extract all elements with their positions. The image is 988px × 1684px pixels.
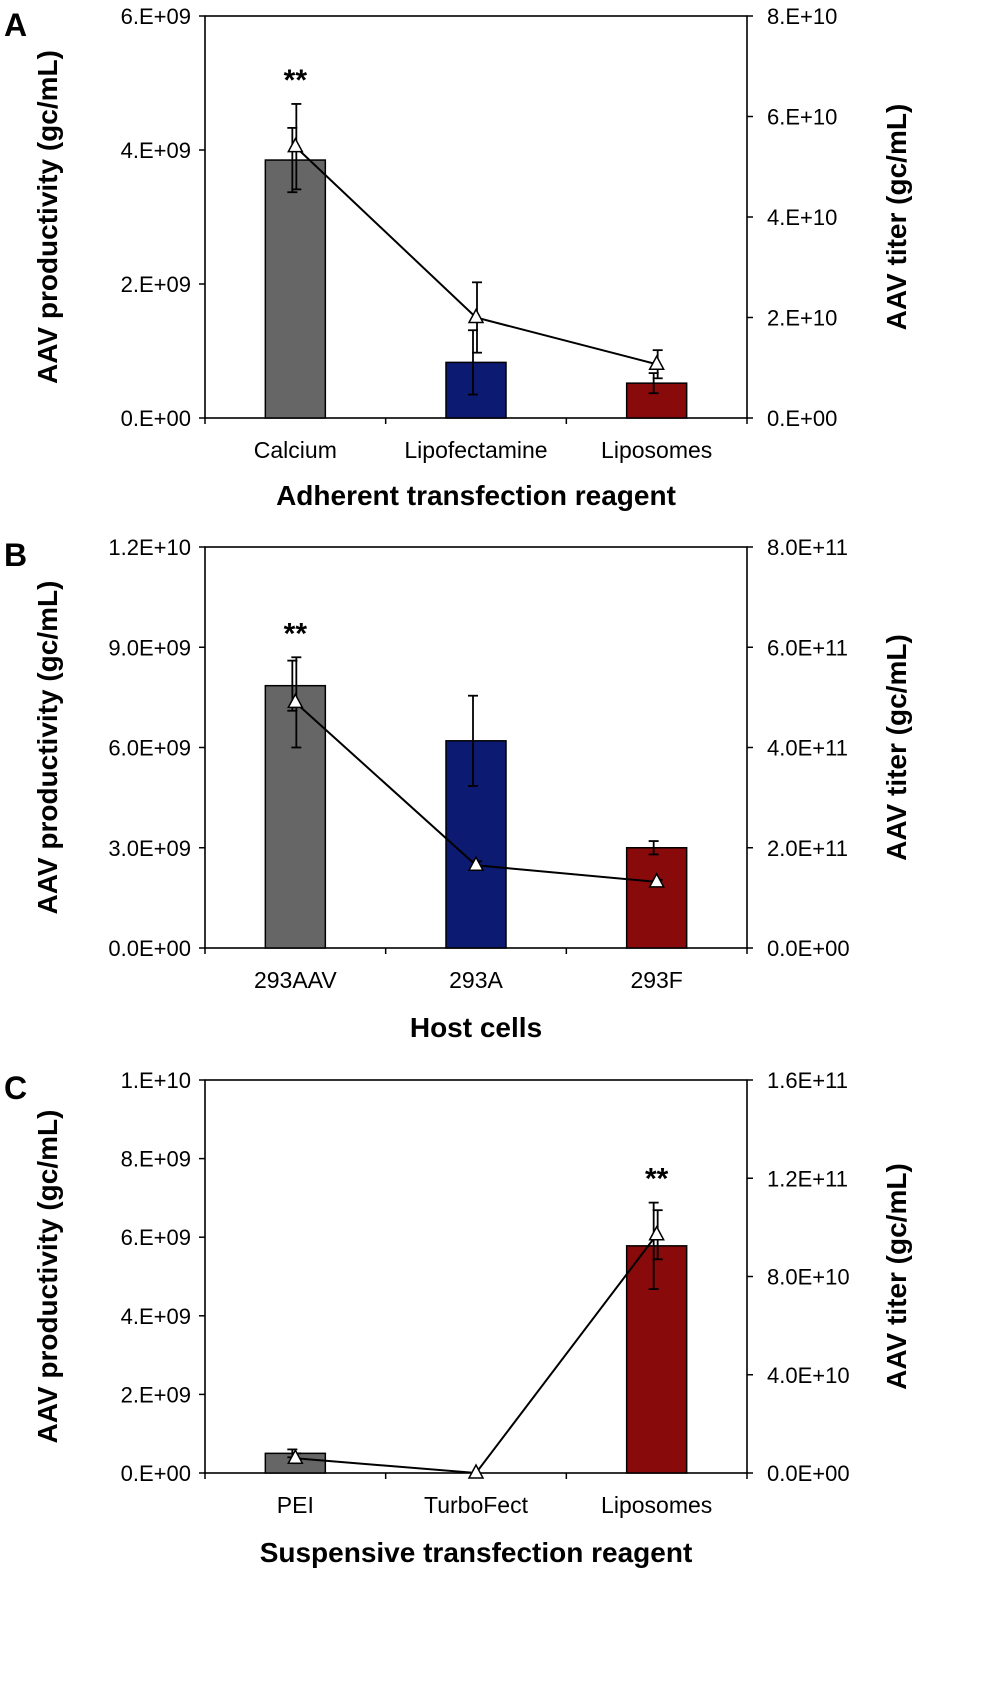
titer-point bbox=[648, 1225, 665, 1241]
x-category-label: Lipofectamine bbox=[404, 437, 547, 463]
y-tick-label: 4.E+09 bbox=[121, 1304, 191, 1329]
x-axis-title: Host cells bbox=[410, 1012, 542, 1043]
bar-293aav bbox=[264, 684, 327, 949]
y2-tick-label: 0.E+00 bbox=[767, 406, 837, 431]
y2-tick-label: 8.0E+11 bbox=[767, 535, 848, 560]
bar-293f bbox=[625, 847, 688, 949]
bar-calcium bbox=[264, 159, 327, 419]
titer-point bbox=[287, 1448, 304, 1465]
x-category-label: Liposomes bbox=[601, 437, 712, 463]
y-tick-label: 1.2E+10 bbox=[108, 535, 191, 560]
y-tick-label: 9.0E+09 bbox=[108, 635, 191, 660]
y-tick-label: 0.0E+00 bbox=[108, 936, 191, 961]
y-axis-title: AAV productivity (gc/mL) bbox=[32, 50, 63, 384]
y-tick-label: 4.E+09 bbox=[121, 138, 191, 163]
y-axis-title: AAV productivity (gc/mL) bbox=[32, 1110, 63, 1444]
titer-point bbox=[467, 1463, 485, 1479]
chart-panel-b: B 0.0E+00 3.0E+09 6.0E+09 9.0E+09 1.2E+10 0.0E… bbox=[4, 535, 912, 1043]
y2-tick-label: 4.0E+10 bbox=[767, 1363, 850, 1388]
titer-point bbox=[287, 692, 304, 709]
chart-panel-a: A 0.E+00 2.E+09 4.E+09 6.E+09 0.E+00 2.E+10 4.E… bbox=[4, 4, 912, 511]
titer-point bbox=[287, 137, 304, 153]
titer-line bbox=[295, 1234, 658, 1475]
y2-axis-title: AAV titer (gc/mL) bbox=[881, 104, 912, 331]
bar-liposomes bbox=[625, 1245, 688, 1474]
x-axis-title: Suspensive transfection reagent bbox=[260, 1537, 693, 1568]
y2-tick-label: 0.0E+00 bbox=[767, 1461, 850, 1486]
x-category-label: Liposomes bbox=[601, 1492, 712, 1518]
panel-label: A bbox=[4, 7, 27, 43]
y2-tick-label: 8.E+10 bbox=[767, 4, 837, 29]
y2-tick-label: 4.E+10 bbox=[767, 205, 837, 230]
y-tick-label: 2.E+09 bbox=[121, 1382, 191, 1407]
bar-liposomes bbox=[625, 382, 688, 419]
x-category-label: PEI bbox=[277, 1492, 314, 1518]
y2-tick-label: 0.0E+00 bbox=[767, 936, 850, 961]
x-axis-title: Adherent transfection reagent bbox=[276, 480, 676, 511]
y-tick-label: 8.E+09 bbox=[121, 1147, 191, 1172]
y-axis-title: AAV productivity (gc/mL) bbox=[32, 581, 63, 915]
bar-lipofectamine bbox=[445, 361, 507, 419]
y-tick-label: 2.E+09 bbox=[121, 272, 191, 297]
y-tick-label: 1.E+10 bbox=[121, 1068, 191, 1093]
y2-axis-title: AAV titer (gc/mL) bbox=[881, 1163, 912, 1390]
y2-tick-label: 8.0E+10 bbox=[767, 1265, 850, 1290]
titer-line bbox=[294, 145, 657, 366]
titer-point bbox=[648, 872, 665, 888]
significance-marker: ** bbox=[284, 64, 308, 97]
y-tick-label: 0.E+00 bbox=[121, 406, 191, 431]
y2-tick-label: 1.6E+11 bbox=[767, 1068, 848, 1093]
x-category-label: TurboFect bbox=[424, 1492, 529, 1518]
titer-point bbox=[467, 855, 485, 872]
x-category-label: 293F bbox=[630, 967, 682, 993]
y2-tick-label: 4.0E+11 bbox=[767, 736, 848, 761]
x-category-label: 293A bbox=[449, 967, 503, 993]
y2-axis-title: AAV titer (gc/mL) bbox=[881, 634, 912, 861]
y-tick-label: 6.E+09 bbox=[121, 1225, 191, 1250]
significance-marker: ** bbox=[284, 617, 308, 650]
y2-tick-label: 2.E+10 bbox=[767, 306, 837, 331]
y-tick-label: 6.E+09 bbox=[121, 4, 191, 29]
x-category-label: 293AAV bbox=[254, 967, 337, 993]
x-category-label: Calcium bbox=[254, 437, 337, 463]
y-tick-label: 0.E+00 bbox=[121, 1461, 191, 1486]
y-tick-label: 3.0E+09 bbox=[108, 836, 191, 861]
panel-label: C bbox=[4, 1070, 27, 1106]
significance-marker: ** bbox=[645, 1163, 669, 1196]
titer-point bbox=[648, 354, 665, 370]
panel-label: B bbox=[4, 537, 27, 573]
bar-293a bbox=[445, 740, 507, 949]
y2-tick-label: 2.0E+11 bbox=[767, 836, 848, 861]
titer-point bbox=[467, 307, 485, 324]
y2-tick-label: 1.2E+11 bbox=[767, 1166, 848, 1191]
chart-panel-c: C 0.E+00 2.E+09 4.E+09 6.E+09 8.E+09 1.E+10 0.0… bbox=[4, 1068, 912, 1568]
y2-tick-label: 6.E+10 bbox=[767, 105, 837, 130]
y2-tick-label: 6.0E+11 bbox=[767, 635, 848, 660]
y-tick-label: 6.0E+09 bbox=[108, 736, 191, 761]
